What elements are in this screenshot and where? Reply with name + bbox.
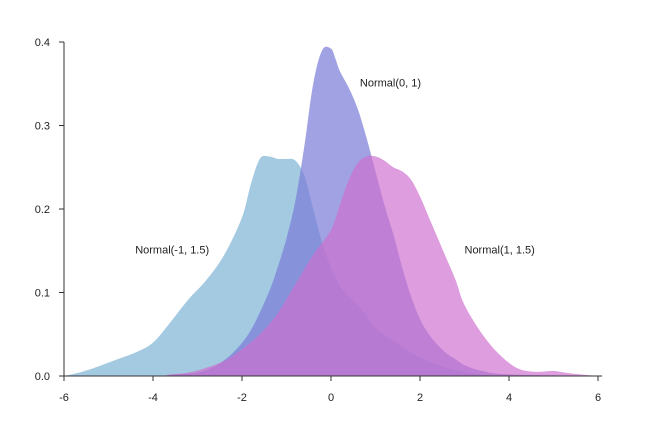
- y-tick-label: 0.3: [35, 121, 50, 133]
- density-area-1: [64, 155, 598, 376]
- density-area-3: [64, 155, 598, 376]
- x-tick-label: -2: [237, 392, 247, 404]
- chart-annotations: Normal(0, 1) Normal(-1, 1.5) Normal(1, 1.5…: [135, 77, 535, 256]
- density-areas: [64, 46, 598, 377]
- x-tick-label: -4: [148, 392, 158, 404]
- y-axis-ticks: 0.0 0.1 0.2 0.3 0.4: [35, 37, 64, 383]
- series-annotation: Normal(0, 1): [360, 77, 421, 89]
- y-tick-label: 0.1: [35, 288, 50, 300]
- x-axis-ticks: -6 -4 -2 0 2 4 6: [59, 376, 601, 404]
- x-tick-label: 6: [595, 392, 601, 404]
- density-area-2: [64, 46, 598, 377]
- x-tick-label: 4: [506, 392, 512, 404]
- y-tick-label: 0.4: [35, 37, 50, 49]
- x-tick-label: 2: [417, 392, 423, 404]
- series-annotation: Normal(1, 1.5): [465, 244, 535, 256]
- x-tick-label: -6: [59, 392, 69, 404]
- y-tick-label: 0.0: [35, 371, 50, 383]
- y-tick-label: 0.2: [35, 204, 50, 216]
- series-annotation: Normal(-1, 1.5): [135, 244, 209, 256]
- x-tick-label: 0: [328, 392, 334, 404]
